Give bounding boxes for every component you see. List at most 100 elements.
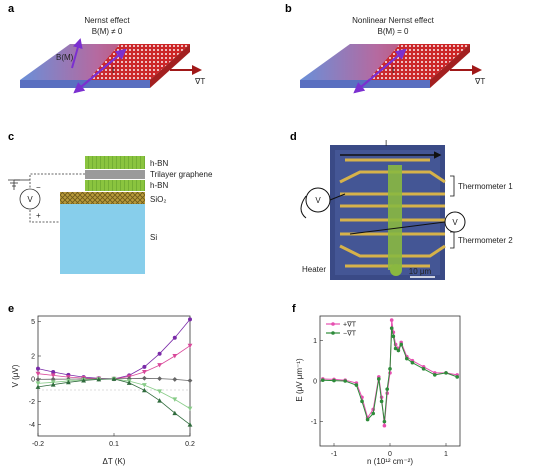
data-point-e-4 [96, 377, 102, 382]
panel-label-d: d [290, 131, 297, 143]
data-point-f-1 [377, 377, 381, 381]
data-point-e-2 [126, 376, 132, 381]
minus-sign: − [36, 183, 41, 192]
data-point-f-1 [382, 419, 387, 424]
fit-line-e-0 [37, 319, 191, 380]
panel-c: c h-BN Trilayer graphene h-BN SiO₂ Si V … [8, 131, 213, 274]
svg-text:V: V [452, 218, 458, 227]
x-tick-label: -1 [331, 451, 337, 458]
data-point-f-1 [371, 411, 376, 416]
layer-label-si: Si [150, 233, 157, 242]
panel-label-a: a [8, 3, 15, 15]
data-point-f-1 [388, 367, 392, 371]
panel-b-subtitle: B(M) = 0 [378, 27, 409, 36]
data-point-e-3 [187, 406, 193, 411]
x-tick-label: 0 [388, 451, 392, 458]
data-point-e-1 [187, 343, 193, 349]
panel-b-title: Nonlinear Nernst effect [352, 16, 434, 25]
data-point-f-0 [382, 423, 387, 428]
current-arrow-a [73, 48, 127, 94]
data-point-e-4 [126, 380, 132, 385]
x-ticks-e: -0.2 0.1 0.2 [32, 433, 195, 448]
data-point-f-1 [385, 387, 390, 391]
b-field-label: B(M) [56, 53, 74, 62]
data-point-f-1 [332, 378, 336, 383]
gradient-label-a: ∇T [194, 77, 205, 86]
data-point-f-1 [343, 379, 348, 383]
y-tick-label: 0 [313, 379, 317, 386]
thermometer-2-label: Thermometer 2 [458, 236, 513, 245]
graphene-channel [388, 165, 402, 270]
data-point-e-0 [157, 351, 162, 356]
data-point-f-1 [399, 342, 404, 347]
panel-d: d I Thermometer 1 Thermometer 2 V V 10 μ… [290, 131, 513, 280]
layer-label-hbn-bottom: h-BN [150, 181, 168, 190]
data-point-e-4 [157, 398, 162, 403]
thermometer-1-label: Thermometer 1 [458, 182, 513, 191]
voltmeter [19, 188, 41, 210]
y-tick-label: -4 [29, 422, 35, 429]
data-point-f-1 [444, 371, 448, 375]
panel-label-c: c [8, 131, 14, 143]
series-f [321, 318, 460, 428]
data-point-e-3 [157, 389, 162, 394]
legend-label: +∇T [343, 321, 357, 329]
panel-a-title: Nernst effect [84, 16, 130, 25]
x-tick-label: 1 [444, 451, 448, 458]
data-point-e-0 [142, 364, 147, 369]
fit-line-e-1 [37, 345, 191, 380]
data-point-e-0 [188, 317, 192, 322]
data-point-f-1 [455, 375, 460, 379]
data-point-e-2 [172, 377, 178, 382]
data-point-f-0 [389, 318, 394, 322]
si-substrate [60, 204, 145, 274]
data-point-f-1 [379, 399, 384, 404]
panel-f: f 1 0 -1 -1 0 1 +∇T−∇T n (10¹² cm⁻²) E (μV μ… [292, 303, 461, 466]
data-point-e-4 [111, 376, 117, 381]
layer-label-sio2: SiO₂ [150, 195, 166, 204]
data-point-f-1 [433, 373, 437, 377]
data-point-e-3 [35, 381, 41, 386]
data-point-e-0 [51, 370, 56, 374]
layer-label-graphene: Trilayer graphene [150, 170, 213, 179]
y-tick-label: -1 [311, 419, 317, 426]
x-tick-label: -0.2 [32, 441, 44, 448]
y-tick-label: 5 [31, 319, 35, 326]
data-point-e-2 [142, 375, 147, 381]
hbn-top [85, 156, 145, 169]
data-point-f-1 [360, 399, 364, 404]
y-tick-label: -2 [29, 399, 35, 406]
corner-text: Heater [302, 265, 326, 274]
slab-side [430, 44, 470, 88]
series-e [35, 317, 193, 427]
ground-icon [8, 179, 30, 190]
legend-f: +∇T−∇T [326, 321, 357, 338]
y-tick-label: 1 [313, 338, 317, 345]
data-point-f-1 [321, 378, 325, 382]
data-point-f-1 [421, 367, 426, 371]
slab-side [150, 44, 190, 88]
panel-b: b Nonlinear Nernst effect B(M) = 0 I ∇T [285, 3, 485, 94]
current-arrow-b [353, 48, 407, 94]
data-point-e-0 [172, 335, 177, 340]
panel-e: e 5 2 0 -2 -4 -0.2 0.1 0.2 ΔT (K) V (μV) [8, 303, 195, 466]
data-point-e-4 [142, 387, 147, 393]
x-tick-label: 0.2 [185, 441, 195, 448]
graphene-layer [85, 170, 145, 179]
layer-label-hbn-top: h-BN [150, 159, 168, 168]
voltmeter-label: V [27, 195, 33, 204]
data-point-e-2 [157, 376, 162, 382]
x-tick-label: 0.1 [109, 441, 119, 448]
data-point-f-1 [410, 360, 415, 365]
data-point-e-3 [172, 397, 178, 402]
data-point-f-1 [389, 326, 394, 330]
wire-bottom [29, 210, 60, 223]
scale-bar-label: 10 μm [409, 267, 432, 276]
data-point-e-3 [142, 383, 147, 388]
data-point-f-1 [405, 356, 409, 361]
panel-label-b: b [285, 3, 292, 15]
data-point-e-2 [35, 377, 41, 382]
panel-label-f: f [292, 303, 296, 315]
data-point-e-0 [36, 366, 40, 371]
